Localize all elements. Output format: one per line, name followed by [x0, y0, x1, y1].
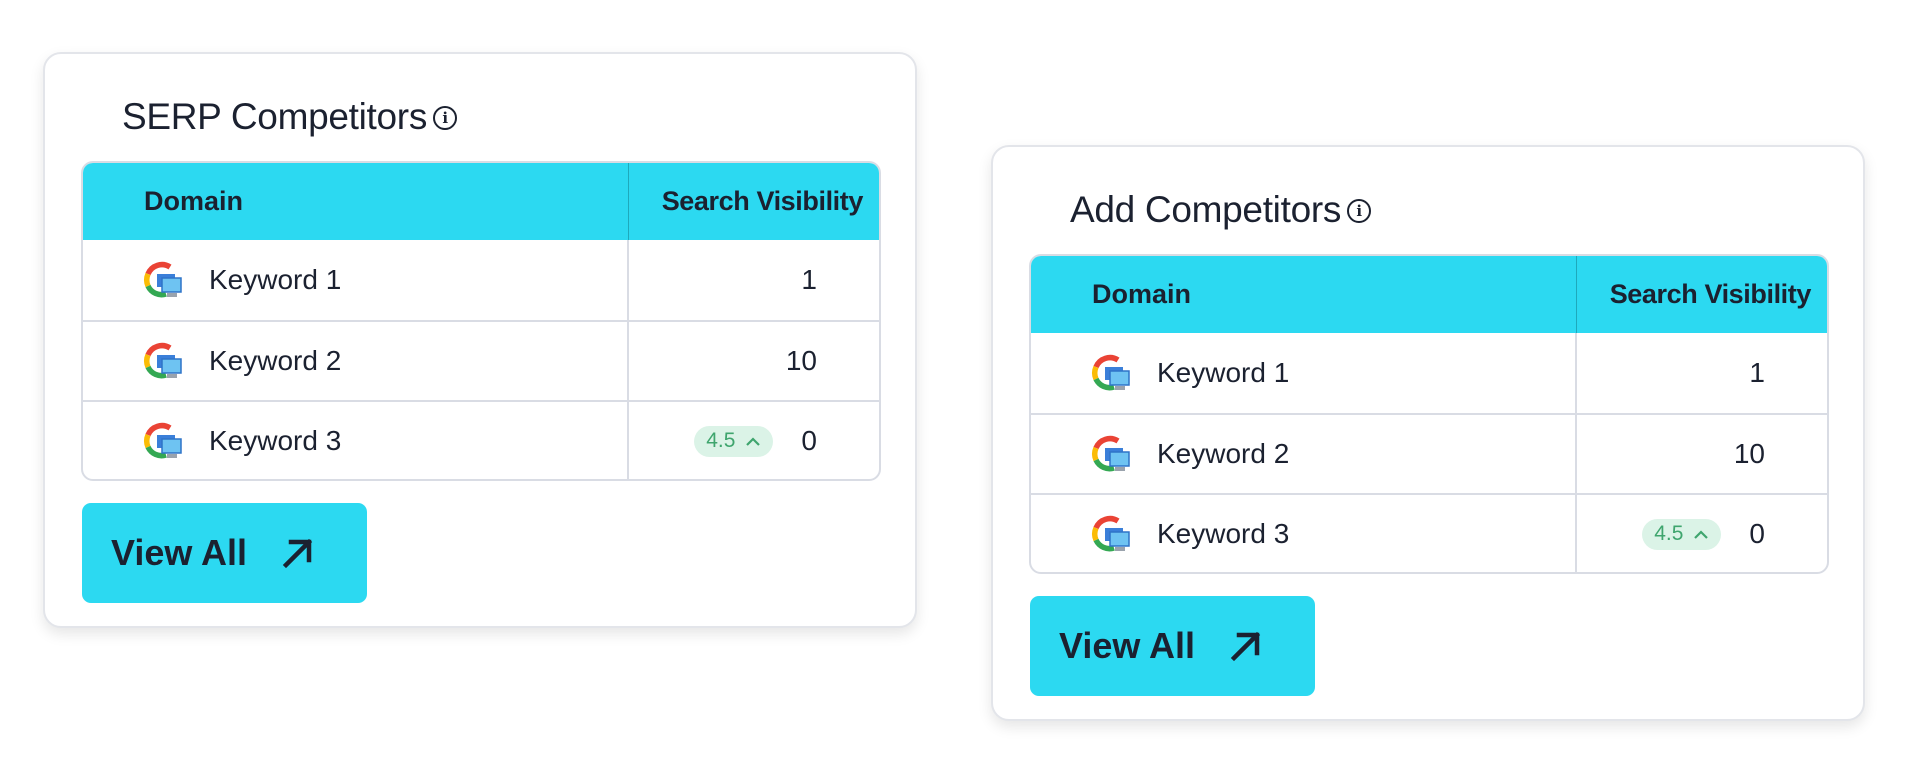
card-title: SERP Competitors i — [122, 96, 458, 138]
card-title-text: Add Competitors — [1070, 189, 1342, 230]
info-circle-icon[interactable]: i — [433, 106, 458, 130]
info-circle-icon[interactable]: i — [1347, 199, 1372, 223]
table-header: Domain Search Visibility — [83, 163, 879, 240]
google-desktop-icon — [1092, 435, 1130, 472]
competitors-table: Domain Search Visibility Keyword 1 1 Key… — [1029, 254, 1829, 574]
keyword-label: Keyword 1 — [209, 264, 342, 295]
badge-value: 4.5 — [1654, 522, 1684, 545]
visibility-value: 1 — [801, 264, 817, 295]
table-row[interactable]: Keyword 2 10 — [1031, 413, 1827, 493]
domain-cell: Keyword 1 — [83, 240, 629, 320]
visibility-value: 0 — [1749, 518, 1765, 549]
visibility-value: 10 — [1733, 438, 1765, 469]
column-header-domain[interactable]: Domain — [83, 163, 629, 240]
visibility-value: 1 — [1749, 357, 1765, 388]
google-desktop-icon — [1092, 354, 1130, 391]
domain-cell: Keyword 2 — [83, 322, 629, 400]
domain-cell: Keyword 1 — [1031, 333, 1577, 413]
view-all-label: View All — [1059, 625, 1196, 666]
domain-cell: Keyword 3 — [83, 402, 629, 479]
visibility-cell: 10 — [1577, 415, 1827, 493]
view-all-button[interactable]: View All — [82, 503, 367, 603]
table-row[interactable]: Keyword 3 4.5 0 — [83, 400, 879, 479]
column-header-domain[interactable]: Domain — [1031, 256, 1577, 333]
google-desktop-icon — [144, 261, 182, 298]
badge-value: 4.5 — [706, 429, 736, 452]
column-header-search-visibility[interactable]: Search Visibility — [1609, 279, 1812, 309]
table-row[interactable]: Keyword 1 1 — [83, 240, 879, 320]
google-desktop-icon — [1092, 515, 1130, 552]
keyword-label: Keyword 2 — [1157, 438, 1290, 469]
card-title: Add Competitors i — [1070, 189, 1372, 231]
google-desktop-icon — [144, 342, 182, 379]
table-row[interactable]: Keyword 1 1 — [1031, 333, 1827, 413]
domain-cell: Keyword 3 — [1031, 495, 1577, 572]
keyword-label: Keyword 1 — [1157, 357, 1290, 388]
arrow-up-right-icon — [1230, 631, 1261, 662]
keyword-label: Keyword 3 — [209, 425, 342, 456]
chevron-up-icon — [746, 437, 761, 446]
change-badge: 4.5 — [694, 425, 774, 457]
visibility-cell: 1 — [1577, 333, 1827, 413]
chevron-up-icon — [1694, 530, 1709, 539]
competitors-table: Domain Search Visibility Keyword 1 1 Key… — [81, 161, 881, 481]
card-title-text: SERP Competitors — [122, 96, 428, 137]
visibility-cell: 4.5 0 — [1577, 495, 1827, 572]
visibility-cell: 4.5 0 — [629, 402, 879, 479]
visibility-cell: 10 — [629, 322, 879, 400]
view-all-button[interactable]: View All — [1030, 596, 1315, 696]
visibility-cell: 1 — [629, 240, 879, 320]
competitors-card: SERP Competitors i Domain Search Visibili… — [43, 52, 917, 628]
arrow-up-right-icon — [282, 538, 313, 569]
visibility-value: 10 — [785, 345, 817, 376]
table-row[interactable]: Keyword 3 4.5 0 — [1031, 493, 1827, 572]
view-all-label: View All — [111, 532, 248, 573]
change-badge: 4.5 — [1642, 518, 1722, 550]
column-header-search-visibility[interactable]: Search Visibility — [661, 186, 864, 216]
keyword-label: Keyword 3 — [1157, 518, 1290, 549]
google-desktop-icon — [144, 422, 182, 459]
table-header: Domain Search Visibility — [1031, 256, 1827, 333]
competitors-card: Add Competitors i Domain Search Visibilit… — [991, 145, 1865, 721]
domain-cell: Keyword 2 — [1031, 415, 1577, 493]
table-row[interactable]: Keyword 2 10 — [83, 320, 879, 400]
keyword-label: Keyword 2 — [209, 345, 342, 376]
visibility-value: 0 — [801, 425, 817, 456]
